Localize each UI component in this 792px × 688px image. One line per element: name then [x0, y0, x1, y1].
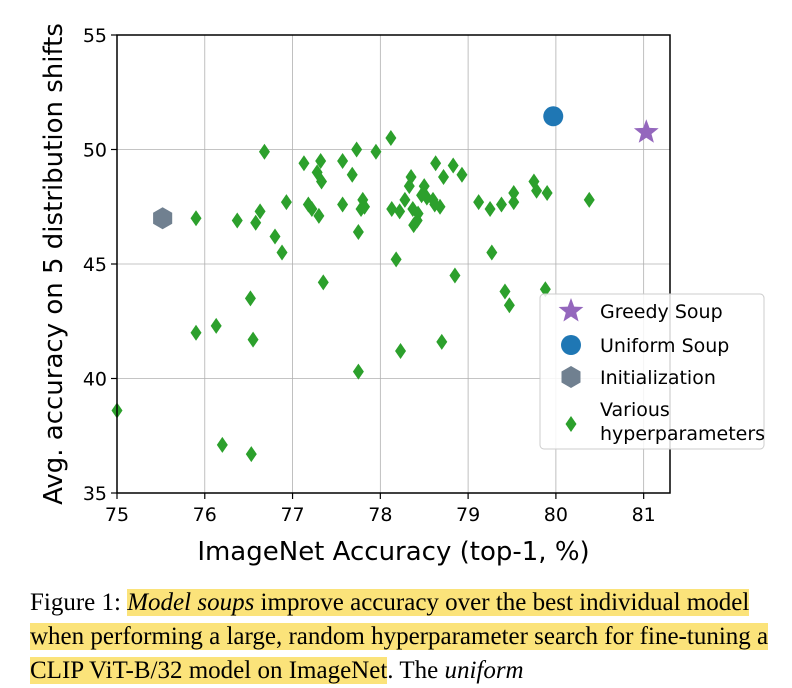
caption-italic-lead: Model soups	[127, 589, 255, 616]
caption-label: Figure 1:	[30, 589, 128, 616]
hyperparameter-point	[503, 297, 515, 314]
hyperparameter-point	[531, 182, 543, 199]
x-tick-label: 79	[456, 504, 480, 526]
hyperparameter-point	[269, 228, 281, 245]
hyperparameter-point	[486, 244, 498, 261]
hyperparameter-point	[244, 290, 256, 307]
hyperparameter-point	[346, 166, 358, 183]
y-tick-label: 40	[83, 369, 107, 391]
axis-ticks: 75 76 77 78 79 80 81 35 40 45 50 55	[83, 25, 656, 526]
hyperparameter-point	[412, 205, 424, 222]
hyperparameter-point	[436, 333, 448, 350]
legend-box	[539, 293, 765, 450]
hyperparameter-point	[583, 191, 595, 208]
hyperparameter-point	[390, 251, 402, 268]
y-tick-label: 55	[83, 25, 107, 47]
legend-label: hyperparameters	[600, 423, 765, 445]
figure-caption: Figure 1: Model soups improve accuracy o…	[30, 586, 780, 688]
caption-trailing-text: The	[393, 657, 445, 684]
legend-label: Greedy Soup	[600, 301, 723, 323]
hyperparameter-point	[359, 198, 371, 215]
hyperparameter-point	[484, 201, 496, 218]
hyperparameter-point	[337, 196, 349, 213]
hyperparameter-point	[190, 324, 202, 341]
greedy-soup-point	[633, 119, 659, 143]
hyperparameter-point	[245, 446, 257, 463]
hyperparameter-point	[508, 194, 520, 211]
hyperparameter-point	[247, 331, 259, 348]
hyperparameter-point	[276, 244, 288, 261]
hyperparameter-point	[473, 194, 485, 211]
hyperparameter-point	[352, 363, 364, 380]
scatter-chart: 75 76 77 78 79 80 81 35 40 45 50 55 ImageNet Accura…	[39, 23, 765, 567]
legend-marker	[565, 416, 577, 432]
x-tick-label: 78	[368, 504, 392, 526]
x-tick-label: 80	[544, 504, 568, 526]
hyperparameter-point	[316, 173, 328, 190]
hyperparameter-point	[210, 317, 222, 334]
hyperparameter-point	[317, 274, 329, 291]
initialization-point	[153, 207, 173, 230]
hyperparameter-point	[231, 212, 243, 229]
hyperparameter-point	[258, 143, 270, 160]
legend-label: Uniform Soup	[600, 335, 729, 357]
hyperparameter-point	[315, 152, 327, 169]
legend: Greedy Soup Uniform Soup Initialization Var…	[539, 293, 765, 450]
hyperparameter-point	[337, 152, 349, 169]
hyperparameter-point	[254, 203, 266, 220]
hyperparameter-point	[434, 198, 446, 215]
hyperparameter-point	[386, 201, 398, 218]
caption-trailing-italic: uniform	[444, 657, 524, 684]
x-tick-label: 75	[105, 504, 129, 526]
hyperparameter-point	[508, 185, 520, 202]
hyperparameter-point	[399, 191, 411, 208]
hyperparameter-point	[298, 155, 310, 172]
hyperparameter-point	[385, 130, 397, 147]
x-axis-label: ImageNet Accuracy (top-1, %)	[197, 537, 589, 567]
hyperparameter-point	[438, 168, 450, 185]
hyperparameter-point	[216, 436, 228, 453]
legend-marker	[561, 335, 581, 355]
hyperparameter-point	[447, 157, 459, 174]
x-tick-label: 76	[193, 504, 217, 526]
y-axis-label: Avg. accuracy on 5 distribution shifts	[39, 23, 69, 505]
y-tick-label: 35	[83, 483, 107, 505]
y-tick-label: 45	[83, 254, 107, 276]
legend-label: Various	[600, 399, 670, 421]
hyperparameter-point	[190, 210, 202, 227]
data-points	[111, 106, 659, 463]
hyperparameter-point	[395, 343, 407, 360]
hyperparameter-point	[306, 201, 318, 218]
hyperparameter-point	[456, 166, 468, 183]
legend-marker	[558, 298, 584, 322]
hyperparameter-point	[405, 168, 417, 185]
hyperparameter-point	[250, 214, 262, 231]
hyperparameter-point	[495, 196, 507, 213]
hyperparameter-point	[280, 194, 292, 211]
hyperparameter-point	[449, 267, 461, 284]
hyperparameter-point	[370, 143, 382, 160]
y-tick-label: 50	[83, 140, 107, 162]
hyperparameter-point	[394, 203, 406, 220]
hyperparameter-point	[541, 185, 553, 202]
legend-label: Initialization	[600, 367, 716, 389]
hyperparameter-point	[539, 281, 551, 298]
uniform-soup-point	[543, 106, 564, 127]
hyperparameter-point	[313, 207, 325, 224]
caption-period: .	[387, 657, 394, 684]
hyperparameter-point	[430, 155, 442, 172]
x-tick-label: 77	[280, 504, 304, 526]
hyperparameter-point	[352, 223, 364, 240]
hyperparameter-point	[499, 283, 511, 300]
legend-marker	[561, 366, 581, 388]
x-tick-label: 81	[632, 504, 656, 526]
hyperparameter-point	[351, 141, 363, 158]
